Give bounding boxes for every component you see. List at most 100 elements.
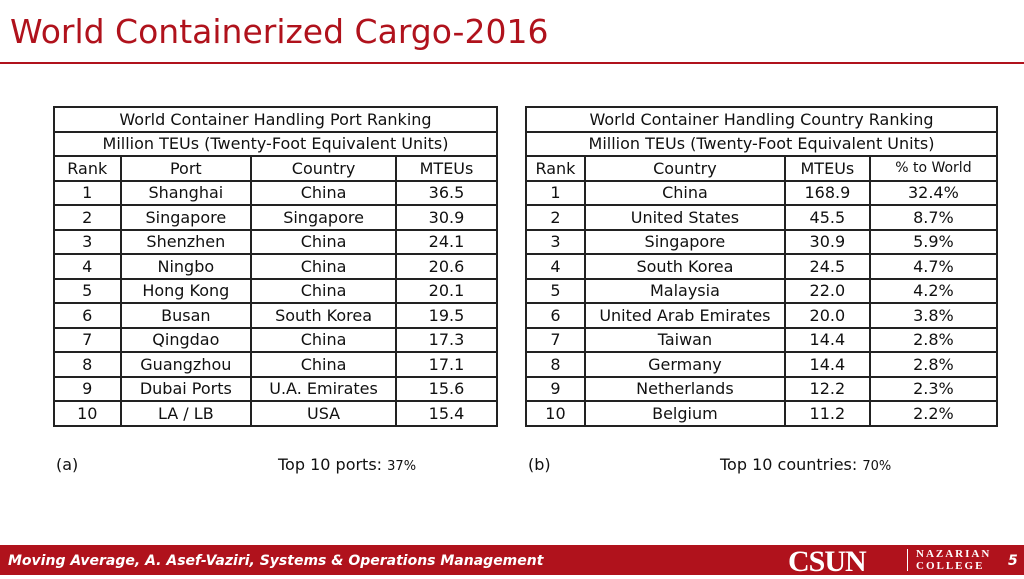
cell: South Korea bbox=[583, 253, 786, 280]
data-row: 5 Hong Kong China 20.1 bbox=[53, 277, 499, 304]
header-cell: Country bbox=[583, 155, 786, 182]
title-row: World Container Handling Country Ranking bbox=[525, 106, 998, 133]
data-row: 4 South Korea 24.5 4.7% bbox=[525, 253, 999, 280]
cell: Taiwan bbox=[583, 326, 786, 353]
cell: 1 bbox=[53, 179, 122, 206]
header-cell: Rank bbox=[53, 155, 122, 182]
cell: 8 bbox=[53, 351, 122, 378]
footer: Moving Average, A. Asef-Vaziri, Systems … bbox=[0, 545, 1024, 578]
cell: China bbox=[250, 326, 397, 353]
cell: Malaysia bbox=[583, 277, 786, 304]
cell: 5.9% bbox=[868, 228, 999, 255]
cell: China bbox=[250, 253, 397, 280]
cell: 2.3% bbox=[868, 375, 999, 402]
cell: 17.3 bbox=[394, 326, 499, 353]
college-line: COLLEGE bbox=[916, 560, 985, 572]
cell: 14.4 bbox=[783, 326, 871, 353]
cell: 5 bbox=[525, 277, 586, 304]
data-row: 2 United States 45.5 8.7% bbox=[525, 204, 999, 231]
cell: Singapore bbox=[583, 228, 786, 255]
cell: 10 bbox=[525, 400, 586, 427]
data-row: 8 Germany 14.4 2.8% bbox=[525, 351, 999, 378]
cell: China bbox=[250, 228, 397, 255]
cell: Germany bbox=[583, 351, 786, 378]
title-row: World Container Handling Port Ranking bbox=[53, 106, 498, 133]
data-row: 1 China 168.9 32.4% bbox=[525, 179, 999, 206]
country-table: World Container Handling Country Ranking… bbox=[525, 106, 999, 427]
data-row: 3 Singapore 30.9 5.9% bbox=[525, 228, 999, 255]
cell: Singapore bbox=[250, 204, 397, 231]
cell: 20.1 bbox=[394, 277, 499, 304]
header-cell: MTEUs bbox=[394, 155, 499, 182]
cell: 45.5 bbox=[783, 204, 871, 231]
data-row: 10 LA / LB USA 15.4 bbox=[53, 400, 499, 427]
cell: 7 bbox=[53, 326, 122, 353]
cell: 15.6 bbox=[394, 375, 499, 402]
cell: 2 bbox=[53, 204, 122, 231]
cell: China bbox=[583, 179, 786, 206]
cell: Busan bbox=[119, 302, 253, 329]
summary-label: Top 10 countries: bbox=[720, 455, 858, 474]
page-number: 5 bbox=[1008, 553, 1018, 569]
cell: 19.5 bbox=[394, 302, 499, 329]
cell: 10 bbox=[53, 400, 122, 427]
cell: 8.7% bbox=[868, 204, 999, 231]
summary-value: 37% bbox=[387, 459, 417, 474]
summary: Top 10 countries: 70% bbox=[720, 455, 891, 474]
header-cell: MTEUs bbox=[783, 155, 871, 182]
cell: 5 bbox=[53, 277, 122, 304]
cell: 168.9 bbox=[783, 179, 871, 206]
cell: 8 bbox=[525, 351, 586, 378]
cell: 3 bbox=[525, 228, 586, 255]
header-row: Rank Country MTEUs% to World bbox=[525, 155, 999, 182]
cell: 9 bbox=[53, 375, 122, 402]
cell: 2.2% bbox=[868, 400, 999, 427]
cell: 4 bbox=[525, 253, 586, 280]
cell: Qingdao bbox=[119, 326, 253, 353]
data-row: 9 Dubai Ports U.A. Emirates 15.6 bbox=[53, 375, 499, 402]
cell: 9 bbox=[525, 375, 586, 402]
cell: Guangzhou bbox=[119, 351, 253, 378]
summary-label: Top 10 ports: bbox=[278, 455, 383, 474]
cell: 2.8% bbox=[868, 326, 999, 353]
cell: 4.2% bbox=[868, 277, 999, 304]
cell: 24.1 bbox=[394, 228, 499, 255]
cell: 1 bbox=[525, 179, 586, 206]
cell: LA / LB bbox=[119, 400, 253, 427]
cell: 2 bbox=[525, 204, 586, 231]
cell: Dubai Ports bbox=[119, 375, 253, 402]
caption: (a) bbox=[56, 455, 79, 474]
cell: China bbox=[250, 277, 397, 304]
port-table: World Container Handling Port Ranking Mil… bbox=[53, 106, 499, 427]
cell: 22.0 bbox=[783, 277, 871, 304]
data-row: 9 Netherlands 12.2 2.3% bbox=[525, 375, 999, 402]
cell: 6 bbox=[525, 302, 586, 329]
college-line: NAZARIAN bbox=[916, 548, 992, 560]
data-row: 6 Busan South Korea 19.5 bbox=[53, 302, 499, 329]
cell: China bbox=[250, 351, 397, 378]
summary-value: 70% bbox=[862, 459, 892, 474]
cell: U.A. Emirates bbox=[250, 375, 397, 402]
header-cell: % to World bbox=[868, 155, 999, 182]
header-cell: Port bbox=[119, 155, 253, 182]
divider bbox=[907, 549, 908, 571]
cell: 20.6 bbox=[394, 253, 499, 280]
cell: United Arab Emirates bbox=[583, 302, 786, 329]
cell: 15.4 bbox=[394, 400, 499, 427]
cell: Belgium bbox=[583, 400, 786, 427]
data-row: 5 Malaysia 22.0 4.2% bbox=[525, 277, 999, 304]
data-row: 10 Belgium 11.2 2.2% bbox=[525, 400, 999, 427]
header-cell: Rank bbox=[525, 155, 586, 182]
table-title: World Container Handling Port Ranking bbox=[53, 106, 498, 133]
data-row: 3 Shenzhen China 24.1 bbox=[53, 228, 499, 255]
caption: (b) bbox=[528, 455, 551, 474]
cell: South Korea bbox=[250, 302, 397, 329]
data-row: 7 Qingdao China 17.3 bbox=[53, 326, 499, 353]
cell: 3.8% bbox=[868, 302, 999, 329]
cell: 20.0 bbox=[783, 302, 871, 329]
table-subtitle: Million TEUs (Twenty-Foot Equivalent Uni… bbox=[53, 130, 498, 157]
data-row: 4 Ningbo China 20.6 bbox=[53, 253, 499, 280]
cell: 30.9 bbox=[394, 204, 499, 231]
header-row: Rank Port Country MTEUs bbox=[53, 155, 499, 182]
cell: 6 bbox=[53, 302, 122, 329]
